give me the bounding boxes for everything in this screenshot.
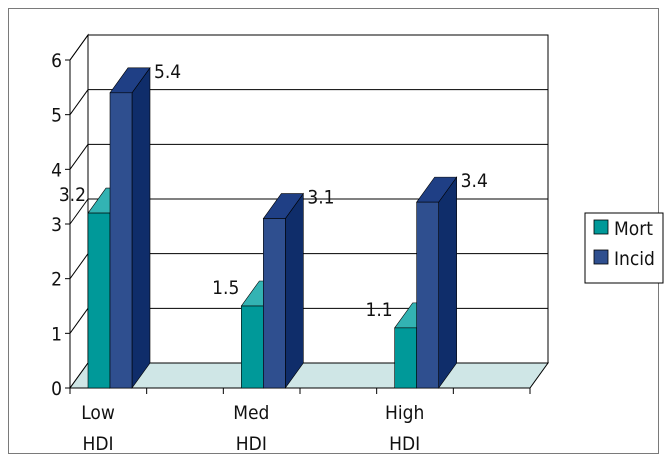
gridline-diagonal (69, 308, 89, 334)
gridline-diagonal (69, 198, 89, 225)
x-tick-label: HDI (82, 433, 113, 455)
data-label: 3.2 (59, 184, 86, 206)
bar-side (438, 176, 457, 389)
bar-side (131, 66, 151, 389)
gridline-diagonal (69, 34, 89, 61)
bar (241, 305, 264, 389)
y-tick-label: 5 (51, 105, 62, 127)
bar (416, 201, 439, 389)
legend-swatch (593, 249, 609, 265)
x-tick-label: HDI (389, 433, 420, 455)
y-tick-label: 0 (51, 378, 62, 400)
data-label: 3.1 (307, 187, 334, 209)
gridline-diagonal (69, 253, 89, 279)
gridline-diagonal (69, 89, 89, 115)
x-tick-label: Med (233, 402, 269, 424)
x-tick-label: Low (81, 402, 115, 424)
y-tick-label: 2 (51, 269, 62, 291)
y-tick-label: 1 (51, 323, 62, 345)
y-tick-label: 4 (51, 159, 62, 181)
data-label: 3.4 (461, 170, 488, 192)
gridline-diagonal (69, 144, 89, 170)
x-tick-label: High (385, 402, 424, 424)
x-tick-label: HDI (236, 433, 267, 455)
data-label: 1.5 (212, 277, 239, 299)
data-label: 1.1 (365, 299, 392, 321)
legend-swatch (593, 219, 609, 235)
bar (263, 218, 286, 389)
bar (394, 327, 417, 389)
bar-side (285, 192, 304, 389)
bar (109, 92, 133, 389)
data-label: 5.4 (154, 61, 181, 83)
y-tick-label: 6 (51, 50, 62, 72)
legend-label: Incid (614, 248, 655, 270)
legend-label: Mort (614, 218, 653, 240)
y-tick-label: 3 (51, 214, 62, 236)
bar (87, 212, 111, 389)
